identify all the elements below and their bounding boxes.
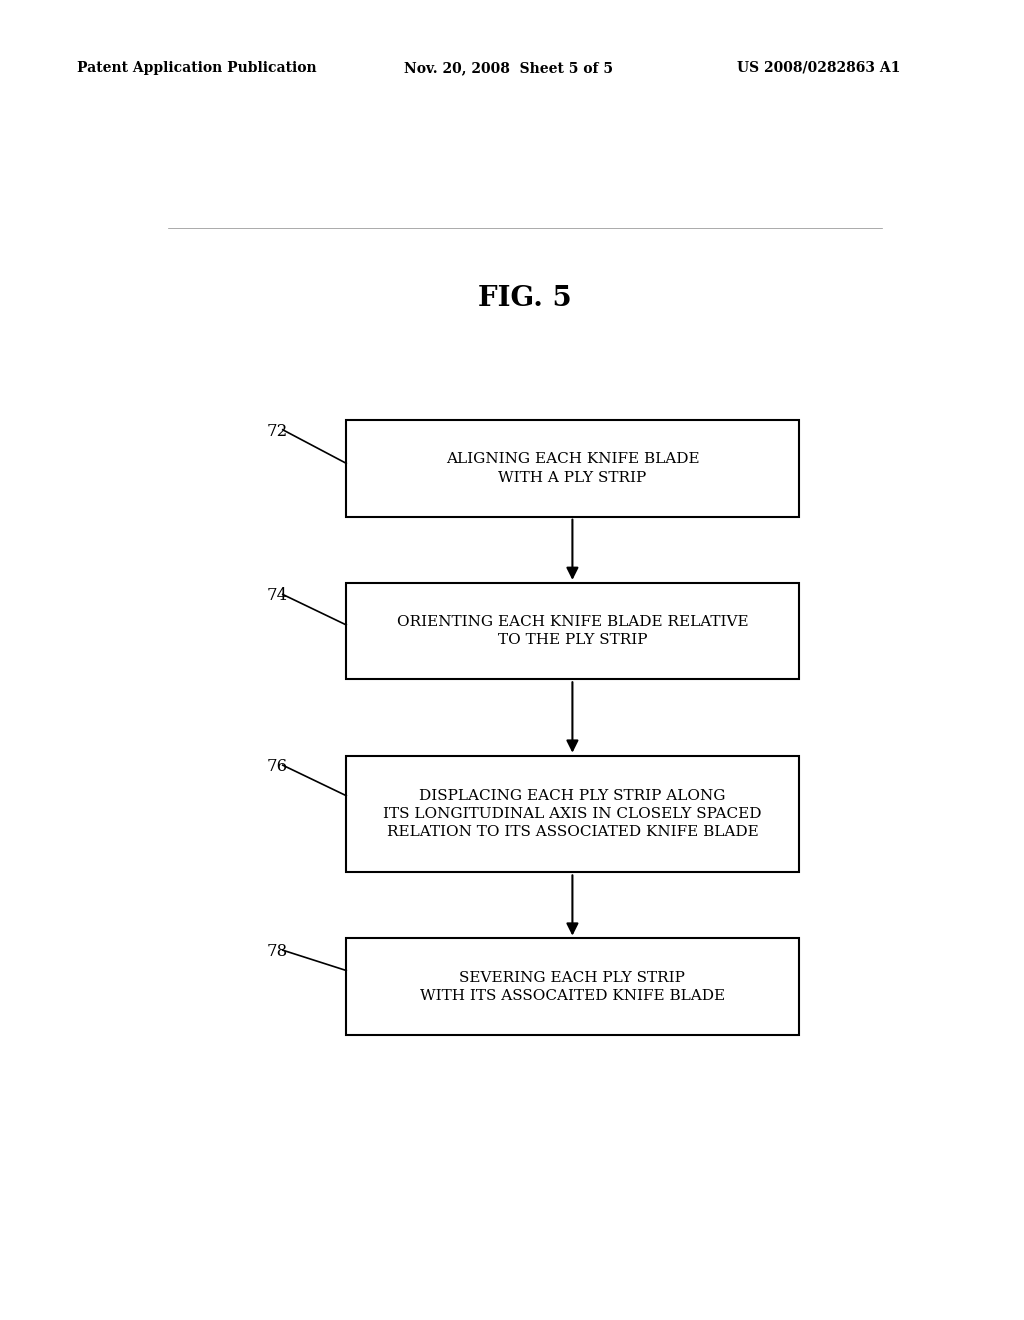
- Text: 72: 72: [267, 422, 288, 440]
- Text: ALIGNING EACH KNIFE BLADE
WITH A PLY STRIP: ALIGNING EACH KNIFE BLADE WITH A PLY STR…: [445, 453, 699, 484]
- Bar: [346, 420, 799, 516]
- Text: 74: 74: [267, 587, 288, 605]
- Text: US 2008/0282863 A1: US 2008/0282863 A1: [737, 61, 901, 75]
- Bar: [346, 939, 799, 1035]
- Text: 76: 76: [267, 758, 288, 775]
- Text: Patent Application Publication: Patent Application Publication: [77, 61, 316, 75]
- Bar: [346, 582, 799, 680]
- Text: Nov. 20, 2008  Sheet 5 of 5: Nov. 20, 2008 Sheet 5 of 5: [404, 61, 613, 75]
- Text: FIG. 5: FIG. 5: [478, 285, 571, 312]
- Bar: [346, 755, 799, 873]
- Text: 78: 78: [267, 942, 288, 960]
- Text: ORIENTING EACH KNIFE BLADE RELATIVE
TO THE PLY STRIP: ORIENTING EACH KNIFE BLADE RELATIVE TO T…: [396, 615, 749, 647]
- Text: DISPLACING EACH PLY STRIP ALONG
ITS LONGITUDINAL AXIS IN CLOSELY SPACED
RELATION: DISPLACING EACH PLY STRIP ALONG ITS LONG…: [383, 788, 762, 840]
- Text: SEVERING EACH PLY STRIP
WITH ITS ASSOCAITED KNIFE BLADE: SEVERING EACH PLY STRIP WITH ITS ASSOCAI…: [420, 970, 725, 1003]
